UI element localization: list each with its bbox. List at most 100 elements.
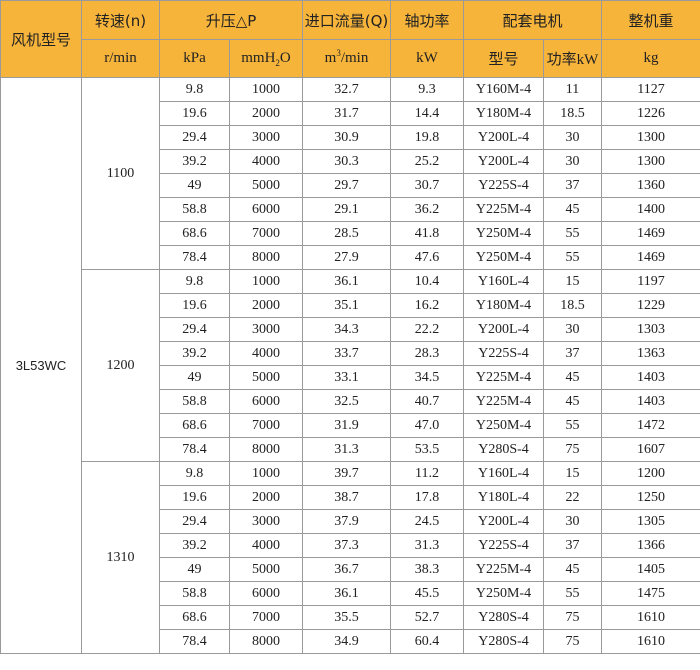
cell-kpa: 68.6 (159, 413, 230, 438)
cell-motor-model: Y160L-4 (463, 269, 544, 294)
cell-motor-power: 55 (542, 245, 603, 270)
cell-shaft-power: 30.7 (390, 173, 464, 198)
table-row: 1200 9.8 1000 36.1 10.4 Y160L-4 15 1197 (1, 269, 700, 462)
cell-motor-power: 30 (542, 149, 603, 174)
cell-mmh2o: 6000 (229, 197, 303, 222)
cell-kpa: 29.4 (159, 509, 230, 534)
header-row-2: r/min kPa mmH2O m3/min kW 型号 功率kW kg (1, 39, 700, 78)
unit-flow-post: /min (340, 50, 369, 66)
cell-kpa: 49 (159, 173, 230, 198)
header-flow: 进口流量(Q) (302, 0, 391, 40)
cell-shaft-power: 38.3 (390, 557, 464, 582)
cell-kpa: 58.8 (159, 581, 230, 606)
table-row: 58.8 6000 32.5 40.7 Y225M-4 45 1403 (1, 389, 700, 414)
cell-shaft-power: 9.3 (390, 77, 464, 102)
cell-weight: 1366 (601, 533, 700, 558)
cell-shaft-power: 34.5 (390, 365, 464, 390)
cell-shaft-power: 47.6 (390, 245, 464, 270)
cell-shaft-power: 45.5 (390, 581, 464, 606)
cell-mmh2o: 1000 (229, 269, 303, 294)
unit-flow: m3/min (302, 39, 391, 78)
cell-motor-model: Y280S-4 (463, 437, 544, 462)
table-row: 68.6 7000 28.5 41.8 Y250M-4 55 1469 (1, 221, 700, 246)
table-row: 78.4 8000 34.9 60.4 Y280S-4 75 1610 (1, 629, 700, 654)
table-row: 49 5000 33.1 34.5 Y225M-4 45 1403 (1, 365, 700, 390)
cell-kpa: 29.4 (159, 125, 230, 150)
cell-flow: 29.7 (302, 173, 391, 198)
cell-motor-power: 45 (542, 197, 603, 222)
cell-kpa: 39.2 (159, 149, 230, 174)
cell-weight: 1303 (601, 317, 700, 342)
cell-flow: 31.9 (302, 413, 391, 438)
cell-flow: 35.5 (302, 605, 391, 630)
cell-motor-power: 18.5 (542, 293, 603, 318)
cell-mmh2o: 7000 (229, 221, 303, 246)
cell-mmh2o: 6000 (229, 581, 303, 606)
cell-flow: 33.1 (302, 365, 391, 390)
cell-weight: 1403 (601, 389, 700, 414)
cell-flow: 34.3 (302, 317, 391, 342)
cell-flow: 30.3 (302, 149, 391, 174)
unit-mmh2o-post: O (279, 50, 291, 66)
cell-mmh2o: 6000 (229, 389, 303, 414)
cell-motor-power: 45 (542, 389, 603, 414)
cell-motor-model: Y225M-4 (463, 365, 544, 390)
cell-weight: 1200 (601, 461, 700, 486)
cell-weight: 1469 (601, 245, 700, 270)
cell-mmh2o: 2000 (229, 101, 303, 126)
cell-weight: 1250 (601, 485, 700, 510)
cell-mmh2o: 4000 (229, 341, 303, 366)
cell-flow: 39.7 (302, 461, 391, 486)
cell-motor-model: Y225M-4 (463, 197, 544, 222)
cell-shaft-power: 41.8 (390, 221, 464, 246)
cell-kpa: 39.2 (159, 341, 230, 366)
cell-flow: 34.9 (302, 629, 391, 654)
cell-mmh2o: 7000 (229, 413, 303, 438)
cell-shaft-power: 47.0 (390, 413, 464, 438)
cell-weight: 1360 (601, 173, 700, 198)
cell-weight: 1363 (601, 341, 700, 366)
cell-weight: 1475 (601, 581, 700, 606)
cell-shaft-power: 52.7 (390, 605, 464, 630)
table-row: 68.6 7000 31.9 47.0 Y250M-4 55 1472 (1, 413, 700, 438)
cell-motor-power: 75 (542, 605, 603, 630)
cell-weight: 1607 (601, 437, 700, 462)
table-row: 78.4 8000 31.3 53.5 Y280S-4 75 1607 (1, 437, 700, 462)
cell-weight: 1405 (601, 557, 700, 582)
cell-weight: 1469 (601, 221, 700, 246)
cell-kpa: 19.6 (159, 485, 230, 510)
cell-shaft-power: 22.2 (390, 317, 464, 342)
cell-shaft-power: 28.3 (390, 341, 464, 366)
cell-kpa: 68.6 (159, 605, 230, 630)
cell-flow: 33.7 (302, 341, 391, 366)
cell-motor-model: Y225S-4 (463, 173, 544, 198)
cell-shaft-power: 31.3 (390, 533, 464, 558)
cell-motor-model: Y200L-4 (463, 149, 544, 174)
cell-mmh2o: 3000 (229, 125, 303, 150)
cell-weight: 1472 (601, 413, 700, 438)
cell-mmh2o: 3000 (229, 317, 303, 342)
cell-kpa: 78.4 (159, 629, 230, 654)
table-row: 49 5000 29.7 30.7 Y225S-4 37 1360 (1, 173, 700, 198)
cell-flow: 29.1 (302, 197, 391, 222)
cell-mmh2o: 1000 (229, 77, 303, 102)
cell-motor-power: 30 (542, 509, 603, 534)
cell-motor-model: Y250M-4 (463, 221, 544, 246)
unit-kg: kg (601, 39, 700, 78)
cell-kpa: 58.8 (159, 197, 230, 222)
cell-motor-power: 22 (542, 485, 603, 510)
cell-motor-model: Y225S-4 (463, 341, 544, 366)
cell-motor-model: Y180M-4 (463, 101, 544, 126)
cell-motor-model: Y225M-4 (463, 557, 544, 582)
cell-motor-power: 18.5 (542, 101, 603, 126)
cell-motor-power: 75 (542, 437, 603, 462)
unit-kpa: kPa (159, 39, 230, 78)
table-header: 风机型号 转速(n) 升压△P 进口流量(Q) 轴功率 配套电机 整机重 r/m… (0, 0, 700, 78)
cell-motor-model: Y180M-4 (463, 293, 544, 318)
cell-motor-power: 45 (542, 365, 603, 390)
cell-weight: 1305 (601, 509, 700, 534)
cell-weight: 1400 (601, 197, 700, 222)
header-model: 风机型号 (0, 0, 82, 78)
cell-shaft-power: 16.2 (390, 293, 464, 318)
cell-shaft-power: 25.2 (390, 149, 464, 174)
